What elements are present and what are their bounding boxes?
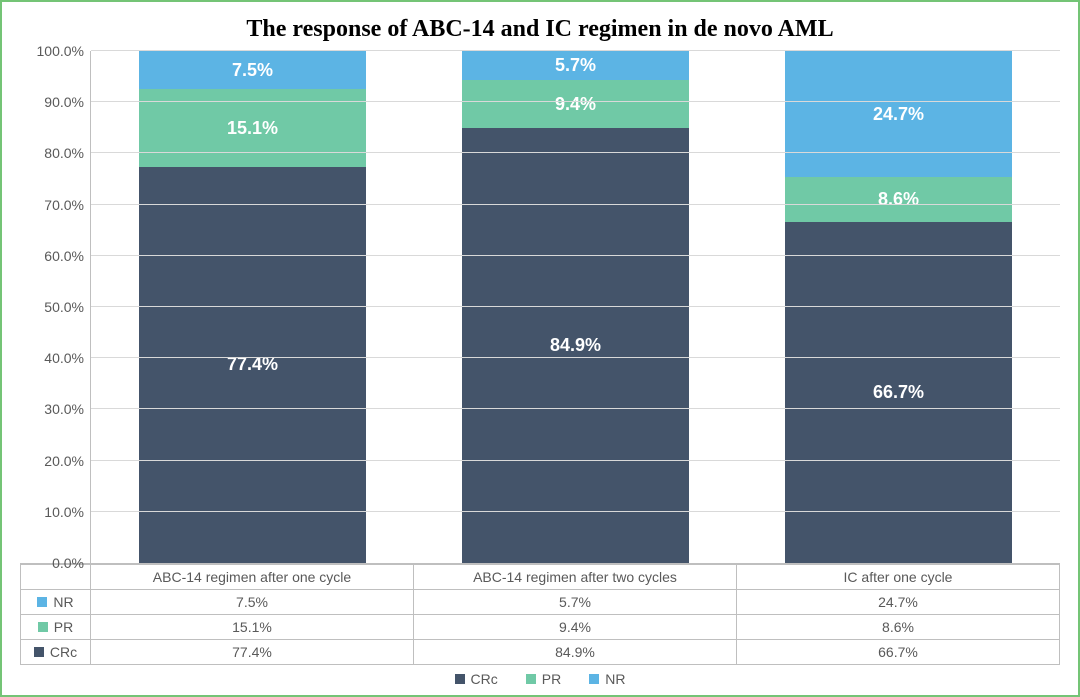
gridline xyxy=(91,357,1060,358)
y-tick-label: 0.0% xyxy=(52,555,84,571)
y-tick-label: 40.0% xyxy=(44,350,84,366)
gridline xyxy=(91,204,1060,205)
table-row: CRc77.4%84.9%66.7% xyxy=(21,640,1060,665)
table-cell: 66.7% xyxy=(737,640,1060,665)
legend-item: CRc xyxy=(455,671,498,687)
chart-title: The response of ABC-14 and IC regimen in… xyxy=(20,16,1060,43)
table-cell: 8.6% xyxy=(737,615,1060,640)
gridline xyxy=(91,511,1060,512)
data-table: ABC-14 regimen after one cycle ABC-14 re… xyxy=(20,564,1060,665)
bar-segment-pr: 9.4% xyxy=(462,80,688,128)
bar-segment-crc: 77.4% xyxy=(139,167,365,563)
bar-segment-nr: 5.7% xyxy=(462,51,688,80)
y-tick-label: 90.0% xyxy=(44,94,84,110)
y-axis: 0.0%10.0%20.0%30.0%40.0%50.0%60.0%70.0%8… xyxy=(20,51,90,563)
table-row-key: CRc xyxy=(21,640,91,665)
y-tick-label: 100.0% xyxy=(37,43,84,59)
gridline xyxy=(91,460,1060,461)
bar-column: 84.9%9.4%5.7% xyxy=(414,51,737,563)
bar-segment-pr: 8.6% xyxy=(785,177,1011,221)
table-row-key: PR xyxy=(21,615,91,640)
legend-swatch-icon xyxy=(526,674,536,684)
stacked-bar: 77.4%15.1%7.5% xyxy=(139,51,365,563)
gridline xyxy=(91,101,1060,102)
table-header-row: ABC-14 regimen after one cycle ABC-14 re… xyxy=(21,565,1060,590)
table-cell: 5.7% xyxy=(414,590,737,615)
bar-column: 77.4%15.1%7.5% xyxy=(91,51,414,563)
table-cell: 77.4% xyxy=(91,640,414,665)
y-tick-label: 20.0% xyxy=(44,453,84,469)
bar-segment-nr: 7.5% xyxy=(139,51,365,89)
legend-swatch-icon xyxy=(34,647,44,657)
table-cell: 24.7% xyxy=(737,590,1060,615)
legend-swatch-icon xyxy=(589,674,599,684)
table-row-key: NR xyxy=(21,590,91,615)
y-tick-label: 70.0% xyxy=(44,197,84,213)
y-tick-label: 60.0% xyxy=(44,248,84,264)
table-row: PR15.1%9.4%8.6% xyxy=(21,615,1060,640)
legend-item: NR xyxy=(589,671,625,687)
table-cell: 7.5% xyxy=(91,590,414,615)
gridline xyxy=(91,255,1060,256)
chart-canvas: 77.4%15.1%7.5% 84.9%9.4%5.7% 66.7%8.6%24.7… xyxy=(90,51,1060,563)
table-cell: 84.9% xyxy=(414,640,737,665)
table-cell: 9.4% xyxy=(414,615,737,640)
gridline xyxy=(91,408,1060,409)
gridline xyxy=(91,152,1060,153)
legend: CRc PR NR xyxy=(20,665,1060,687)
bar-group: 77.4%15.1%7.5% 84.9%9.4%5.7% 66.7%8.6%24.7… xyxy=(91,51,1060,563)
y-tick-label: 50.0% xyxy=(44,299,84,315)
legend-item: PR xyxy=(526,671,561,687)
legend-swatch-icon xyxy=(455,674,465,684)
table-cell: 15.1% xyxy=(91,615,414,640)
chart-frame: The response of ABC-14 and IC regimen in… xyxy=(0,0,1080,697)
y-tick-label: 30.0% xyxy=(44,401,84,417)
stacked-bar: 84.9%9.4%5.7% xyxy=(462,51,688,563)
legend-swatch-icon xyxy=(38,622,48,632)
y-tick-label: 10.0% xyxy=(44,504,84,520)
bar-segment-nr: 24.7% xyxy=(785,51,1011,177)
y-tick-label: 80.0% xyxy=(44,145,84,161)
gridline xyxy=(91,50,1060,51)
gridline xyxy=(91,306,1060,307)
bar-segment-crc: 84.9% xyxy=(462,128,688,563)
table-col-header: ABC-14 regimen after two cycles xyxy=(414,565,737,590)
table-row: NR7.5%5.7%24.7% xyxy=(21,590,1060,615)
plot-area: 0.0%10.0%20.0%30.0%40.0%50.0%60.0%70.0%8… xyxy=(20,51,1060,564)
legend-swatch-icon xyxy=(37,597,47,607)
bar-column: 66.7%8.6%24.7% xyxy=(737,51,1060,563)
table-col-header: IC after one cycle xyxy=(737,565,1060,590)
table-col-header: ABC-14 regimen after one cycle xyxy=(91,565,414,590)
stacked-bar: 66.7%8.6%24.7% xyxy=(785,51,1011,563)
